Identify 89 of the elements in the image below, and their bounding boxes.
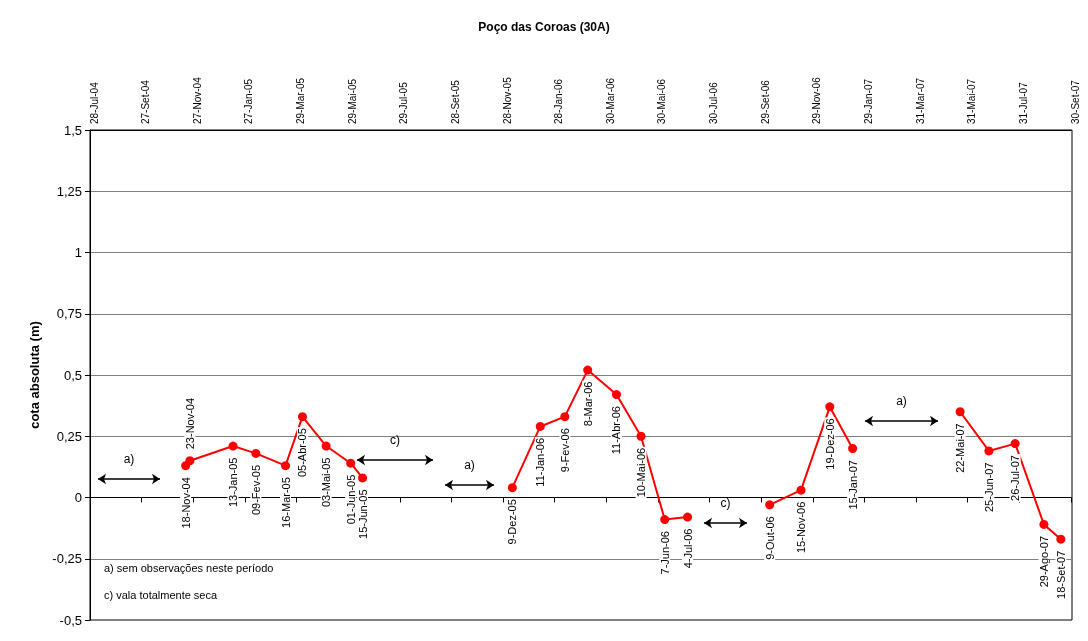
- data-label: 9-Dez-05: [506, 499, 519, 545]
- point: [535, 421, 545, 431]
- chart-title: Poço das Coroas (30A): [478, 20, 610, 34]
- point: [560, 412, 570, 422]
- point: [636, 431, 646, 441]
- point: [281, 461, 291, 471]
- data-label: 11-Jan-06: [534, 437, 547, 487]
- x-tick-label: 29-Mai-05: [346, 78, 358, 124]
- x-tick-label: 28-Nov-05: [501, 76, 513, 124]
- point: [507, 483, 517, 493]
- point: [358, 473, 368, 483]
- data-label: 18-Nov-04: [179, 477, 192, 529]
- x-tick-label: 27-Nov-04: [191, 76, 203, 124]
- x-tick-label: 29-Jan-07: [862, 78, 874, 124]
- y-tick-label: 1,5: [63, 122, 82, 138]
- x-tick-label: 28-Set-05: [449, 79, 461, 124]
- data-label: 01-Jun-05: [344, 474, 357, 525]
- point: [346, 458, 356, 468]
- data-label: 4-Jul-06: [681, 528, 694, 569]
- x-tick-label: 31-Mar-07: [914, 77, 926, 124]
- x-tick-label: 29-Nov-06: [811, 76, 823, 124]
- x-tick-label: 30-Set-07: [1069, 79, 1081, 124]
- y-tick-label: 0,5: [63, 367, 82, 383]
- data-label: 9-Fev-06: [558, 428, 571, 473]
- data-label: 16-Mar-05: [279, 477, 292, 528]
- annotation: c): [720, 496, 731, 510]
- annotation: c): [390, 433, 400, 447]
- point: [583, 365, 593, 375]
- annotation: a): [464, 458, 475, 472]
- x-tick-label: 30-Jul-06: [708, 81, 720, 124]
- data-label: 19-Dez-06: [823, 418, 836, 470]
- y-tick-label: 1: [74, 245, 82, 260]
- point: [1039, 519, 1049, 529]
- annotation: a) sem observações neste período: [104, 561, 274, 574]
- data-label: 15-Jun-05: [356, 489, 369, 539]
- data-label: 23-Nov-04: [183, 397, 196, 450]
- y-tick-label: 1,25: [56, 183, 82, 199]
- x-tick-label: 27-Set-04: [140, 79, 152, 124]
- point: [955, 407, 965, 417]
- point: [185, 456, 195, 466]
- point: [321, 441, 331, 451]
- annotation: a): [896, 394, 907, 408]
- data-label: 15-Jan-07: [846, 460, 859, 510]
- point: [297, 412, 307, 422]
- data-label: 7-Jun-06: [658, 531, 671, 575]
- point: [848, 444, 858, 453]
- x-tick-label: 28-Jul-04: [88, 81, 100, 124]
- data-label: 25-Jun-07: [982, 462, 995, 512]
- point: [796, 485, 806, 495]
- point: [1010, 439, 1020, 449]
- y-tick-label: -0,5: [59, 612, 82, 628]
- data-label: 05-Abr-05: [296, 428, 309, 478]
- data-label: 10-Mai-06: [635, 447, 648, 498]
- x-tick-label: 31-Jul-07: [1017, 81, 1029, 124]
- point: [611, 390, 621, 400]
- data-label: 29-Ago-07: [1037, 535, 1050, 588]
- x-tick-label: 29-Set-06: [759, 79, 771, 124]
- annotation: a): [123, 452, 135, 466]
- x-tick-label: 31-Mai-07: [966, 78, 978, 124]
- point: [984, 446, 994, 456]
- y-tick-label: 0,75: [56, 306, 82, 322]
- y-tick-label: 0,25: [56, 428, 82, 444]
- point: [660, 515, 670, 525]
- data-label: 18-Set-07: [1054, 550, 1067, 599]
- x-tick-label: 29-Jul-05: [398, 81, 410, 124]
- point: [683, 512, 693, 522]
- x-tick-label: 29-Mar-05: [295, 77, 307, 124]
- x-tick-label: 30-Mai-06: [656, 78, 668, 124]
- y-tick-label: -0,25: [52, 551, 82, 567]
- data-label: 9-Out-06: [763, 516, 776, 560]
- y-axis-title: cota absoluta (m): [27, 321, 43, 429]
- x-tick-label: 30-Mar-06: [604, 77, 616, 124]
- data-label: 03-Mai-05: [320, 457, 333, 508]
- data-label: 11-Abr-06: [610, 406, 623, 455]
- data-label: 13-Jan-05: [227, 457, 240, 508]
- data-label: 8-Mar-06: [581, 381, 594, 427]
- x-tick-label: 27-Jan-05: [243, 78, 255, 124]
- data-label: 26-Jul-07: [1009, 455, 1022, 501]
- data-label: 22-Mai-07: [954, 423, 967, 473]
- point: [228, 441, 238, 451]
- point: [765, 500, 775, 510]
- x-tick-label: 28-Jan-06: [553, 78, 565, 124]
- point: [251, 448, 261, 458]
- point: [1056, 534, 1066, 544]
- y-tick-label: 0: [74, 490, 82, 505]
- annotation: c) vala totalmente seca: [104, 588, 218, 601]
- point: [825, 402, 835, 412]
- data-label: 09-Fev-05: [249, 464, 262, 516]
- data-label: 15-Nov-06: [794, 501, 807, 554]
